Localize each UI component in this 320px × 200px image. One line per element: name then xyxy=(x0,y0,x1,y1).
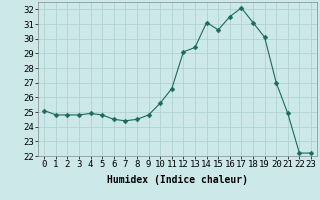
X-axis label: Humidex (Indice chaleur): Humidex (Indice chaleur) xyxy=(107,175,248,185)
